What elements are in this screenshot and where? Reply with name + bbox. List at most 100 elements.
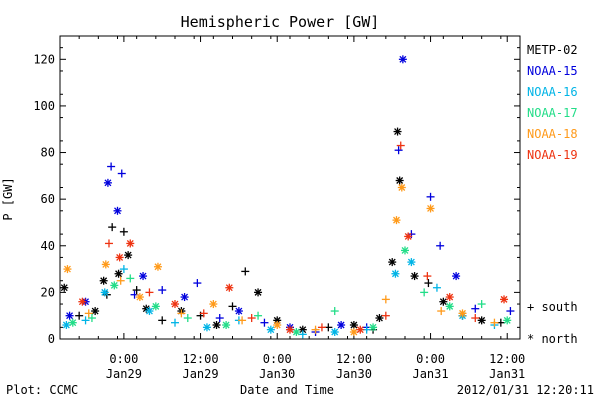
marker-stroke [404, 232, 412, 240]
north-point [266, 325, 275, 334]
plot-border [59, 35, 521, 340]
south-point [423, 272, 432, 281]
north-point [68, 318, 77, 327]
marker-stroke [396, 177, 404, 184]
x-tick-label-time: 12:00 [489, 352, 525, 366]
marker-stroke [356, 326, 364, 334]
north-point [426, 204, 435, 213]
north-point [401, 246, 409, 255]
marker-stroke [114, 207, 121, 215]
south-point [87, 314, 96, 323]
marker-stroke [394, 128, 402, 136]
legend-entry: NOAA-17 [527, 106, 578, 120]
marker-stroke [115, 270, 123, 278]
south-point [119, 227, 128, 236]
data-points [60, 55, 515, 339]
chart-title: Hemispheric Power [GW] [181, 13, 380, 31]
marker-stroke [91, 307, 99, 315]
south-point [145, 288, 154, 297]
north-point [222, 321, 231, 330]
marker-stroke [110, 281, 118, 289]
south-point [381, 311, 390, 320]
legend-entry: NOAA-19 [527, 148, 578, 162]
north-point [410, 272, 419, 281]
north-point [404, 232, 413, 241]
marker-stroke [446, 293, 454, 301]
y-tick-label: 20 [41, 285, 55, 299]
south-point [126, 274, 135, 283]
marker-stroke [286, 326, 294, 334]
x-tick-label-date: Jan31 [412, 367, 448, 381]
marker-stroke [124, 251, 132, 259]
north-point [397, 183, 406, 192]
north-point [254, 288, 263, 297]
y-tick-label: 100 [33, 99, 55, 113]
north-point [445, 293, 454, 302]
x-axis: 0:00Jan2912:00Jan290:00Jan3012:00Jan300:… [59, 36, 525, 381]
marker-stroke [152, 302, 160, 310]
north-point [407, 258, 416, 267]
legend-south-label: + south [527, 300, 578, 314]
north-point [286, 325, 294, 334]
marker-stroke [66, 312, 74, 320]
south-point [506, 307, 515, 316]
north-point [388, 258, 397, 267]
south-point [477, 300, 486, 309]
south-point [81, 316, 90, 325]
north-point [103, 178, 112, 187]
south-point [330, 307, 339, 316]
north-point [398, 55, 407, 64]
marker-stroke [181, 293, 189, 301]
y-tick-label: 40 [41, 239, 55, 253]
south-point [254, 311, 263, 320]
north-point [101, 260, 110, 269]
north-point [292, 328, 301, 337]
south-point [119, 265, 128, 274]
south-point [199, 309, 208, 318]
marker-stroke [100, 277, 108, 285]
north-point [202, 323, 211, 332]
marker-stroke [171, 300, 179, 308]
marker-stroke [375, 314, 383, 322]
south-point [238, 316, 247, 325]
y-tick-label: 60 [41, 192, 55, 206]
north-point [500, 295, 509, 304]
south-point [107, 162, 116, 171]
x-tick-label-date: Jan29 [106, 367, 142, 381]
south-point [381, 295, 390, 304]
north-point [126, 239, 135, 248]
marker-stroke [62, 321, 70, 329]
marker-stroke [459, 309, 466, 317]
north-point [91, 307, 100, 316]
marker-stroke [126, 239, 134, 247]
north-point [349, 328, 358, 337]
north-point [445, 302, 454, 311]
south-point [317, 323, 326, 332]
north-point [234, 307, 243, 316]
marker-stroke [350, 328, 358, 336]
marker-stroke [407, 258, 415, 266]
legend-entry: NOAA-15 [527, 64, 578, 78]
legend-entry: METP-02 [527, 43, 578, 57]
south-point [247, 314, 256, 323]
north-point [393, 127, 402, 136]
north-point [349, 321, 358, 330]
south-point [116, 276, 125, 285]
y-axis: 0 20 40 60 80 100 120 [33, 47, 520, 346]
x-tick-label-time: 0:00 [263, 352, 292, 366]
north-point [477, 316, 486, 325]
marker-stroke [222, 321, 230, 329]
north-point [115, 253, 124, 262]
marker-stroke [350, 321, 358, 329]
north-point [153, 262, 162, 271]
x-tick-label-time: 0:00 [416, 352, 445, 366]
marker-stroke [235, 307, 243, 315]
south-point [177, 309, 186, 318]
north-point [151, 302, 160, 311]
marker-stroke [213, 321, 220, 329]
y-tick-label: 80 [41, 146, 55, 160]
south-point [436, 241, 445, 250]
south-point [471, 314, 480, 323]
